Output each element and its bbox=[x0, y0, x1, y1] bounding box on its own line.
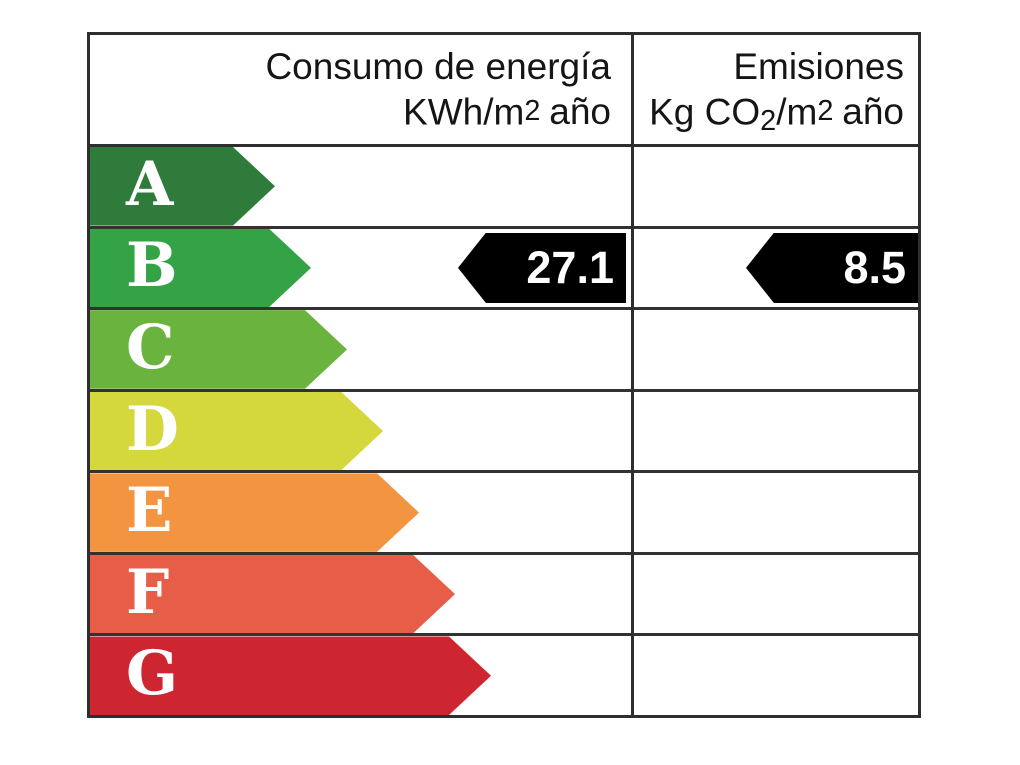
rating-letter-g: G bbox=[126, 638, 179, 710]
rating-letter-b: B bbox=[126, 230, 178, 302]
rating-row-g: G bbox=[90, 633, 918, 715]
column-divider bbox=[631, 35, 634, 715]
emissions-unit-mid: /m bbox=[776, 91, 818, 133]
rating-letter-d: D bbox=[126, 393, 179, 465]
rating-row-b: B 27.1 8.5 bbox=[90, 225, 918, 308]
consumption-unit-prefix: KWh/m bbox=[403, 91, 525, 133]
rating-arrow-g: G bbox=[90, 636, 491, 715]
consumption-unit: KWh/m2 año bbox=[90, 89, 611, 134]
rating-row-f: F bbox=[90, 551, 918, 634]
consumption-unit-suffix: año bbox=[549, 91, 611, 133]
emissions-unit-suffix: año bbox=[842, 91, 904, 133]
emissions-value: 8.5 bbox=[843, 241, 906, 293]
consumption-title: Consumo de energía bbox=[265, 46, 611, 87]
header-row: Consumo de energía KWh/m2 año Emisiones K… bbox=[90, 35, 918, 147]
rating-arrow-b: B bbox=[90, 229, 311, 308]
emissions-header: Emisiones Kg CO2/m2 año bbox=[631, 35, 918, 144]
energy-chart-frame: Consumo de energía KWh/m2 año Emisiones K… bbox=[87, 32, 921, 718]
consumption-value-arrow: 27.1 bbox=[458, 232, 626, 304]
emissions-unit-sub: 2 bbox=[760, 105, 777, 138]
rating-row-e: E bbox=[90, 470, 918, 552]
emissions-unit: Kg CO2/m2 año bbox=[631, 89, 904, 144]
emissions-unit-sup: 2 bbox=[817, 95, 834, 127]
rating-letter-c: C bbox=[126, 311, 175, 383]
rating-row-d: D bbox=[90, 388, 918, 471]
rating-row-a: A bbox=[90, 147, 918, 226]
emissions-unit-prefix: Kg CO bbox=[649, 91, 761, 133]
rating-arrow-d: D bbox=[90, 392, 383, 471]
rating-arrow-c: C bbox=[90, 310, 347, 389]
rating-arrow-f: F bbox=[90, 555, 455, 634]
consumption-unit-sup: 2 bbox=[524, 95, 541, 127]
rating-row-c: C bbox=[90, 307, 918, 389]
consumption-header: Consumo de energía KWh/m2 año bbox=[90, 35, 631, 144]
rating-rows: A B 27.1 8.5 C D E F G bbox=[90, 147, 918, 715]
consumption-value: 27.1 bbox=[526, 241, 614, 293]
rating-letter-a: A bbox=[126, 148, 174, 220]
rating-letter-f: F bbox=[126, 556, 170, 628]
emissions-title: Emisiones bbox=[733, 46, 904, 87]
emissions-value-arrow: 8.5 bbox=[746, 232, 918, 304]
rating-arrow-a: A bbox=[90, 147, 275, 226]
rating-arrow-e: E bbox=[90, 473, 419, 552]
rating-letter-e: E bbox=[126, 475, 173, 547]
